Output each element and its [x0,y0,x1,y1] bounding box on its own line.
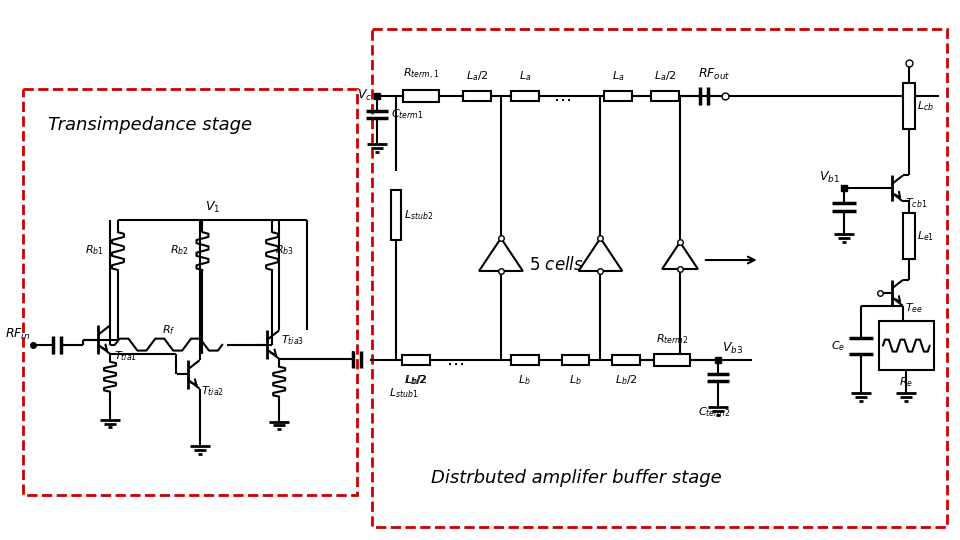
Text: $R_{b2}$: $R_{b2}$ [170,243,188,257]
Text: Transimpedance stage: Transimpedance stage [48,116,252,134]
Bar [902,83,915,129]
Text: $L_{stub1}$: $L_{stub1}$ [389,387,418,400]
Bar [902,213,915,259]
Bar [392,191,401,240]
Bar [879,321,934,370]
Bar [511,91,539,101]
Text: $C_e$: $C_e$ [831,339,845,353]
Text: $T_{cb1}$: $T_{cb1}$ [905,197,927,210]
Text: $L_{stub2}$: $L_{stub2}$ [404,208,434,222]
Text: $V_c$: $V_c$ [357,89,372,104]
Text: $R_{term2}$: $R_{term2}$ [656,332,688,346]
Bar [511,355,539,365]
Bar [612,355,640,365]
Text: $R_{b1}$: $R_{b1}$ [85,243,104,257]
Text: $T_{tia2}$: $T_{tia2}$ [202,384,225,398]
Bar [562,355,589,365]
Text: $\cdots$: $\cdots$ [446,355,465,373]
Text: $\mathit{5\ cells}$: $\mathit{5\ cells}$ [529,256,584,274]
Bar [651,91,679,101]
Text: $\cdots$: $\cdots$ [553,91,570,109]
Text: $C_{term1}$: $C_{term1}$ [391,107,423,121]
Text: $L_b/2$: $L_b/2$ [615,374,637,387]
Text: $L_b$: $L_b$ [518,374,531,387]
Text: $L_b$: $L_b$ [569,374,582,387]
Text: $R_f$: $R_f$ [162,323,176,336]
Text: $L_a$: $L_a$ [518,69,531,83]
Text: $T_{tia1}$: $T_{tia1}$ [114,349,137,363]
Text: $RF_{out}$: $RF_{out}$ [698,67,730,82]
Bar [605,91,633,101]
Text: $V_{b1}$: $V_{b1}$ [819,170,840,185]
Bar [463,91,491,101]
Bar [654,354,690,366]
Text: $L_b/2$: $L_b/2$ [404,374,427,387]
Text: Distrbuted amplifer buffer stage: Distrbuted amplifer buffer stage [431,469,722,487]
Text: $V_{b3}$: $V_{b3}$ [722,340,743,355]
Text: $L_a$: $L_a$ [612,69,625,83]
Bar [402,355,430,365]
Text: $L_a/2$: $L_a/2$ [466,69,489,83]
Bar [403,90,440,102]
Text: $L_{e1}$: $L_{e1}$ [917,230,934,243]
Text: $RF_{in}$: $RF_{in}$ [5,327,31,342]
Text: $L_a/2$: $L_a/2$ [654,69,677,83]
Text: $R_{term,1}$: $R_{term,1}$ [403,67,440,82]
Text: $L_b/2$: $L_b/2$ [405,374,428,387]
Text: $T_{tia3}$: $T_{tia3}$ [281,333,304,347]
Text: $R_{b3}$: $R_{b3}$ [276,243,294,257]
Text: $L_{cb}$: $L_{cb}$ [917,99,934,113]
Text: $T_{ee}$: $T_{ee}$ [905,301,923,315]
Text: $C_{term2}$: $C_{term2}$ [698,406,731,419]
Text: $R_e$: $R_e$ [900,375,913,389]
Text: $V_1$: $V_1$ [204,200,220,215]
